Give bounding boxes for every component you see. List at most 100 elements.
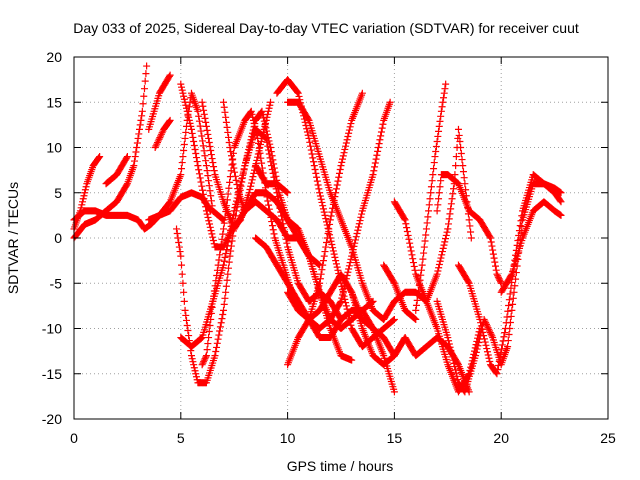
data-point <box>77 204 85 212</box>
data-point <box>243 152 251 160</box>
data-point <box>141 77 149 85</box>
data-point <box>199 142 207 150</box>
data-point <box>333 263 341 271</box>
data-point <box>79 195 87 203</box>
data-point <box>390 388 398 396</box>
series-arc-19 <box>284 98 394 332</box>
data-point <box>345 126 353 134</box>
data-point <box>96 153 104 161</box>
data-point <box>250 119 258 127</box>
data-point <box>228 156 236 164</box>
data-point <box>467 234 475 242</box>
data-point <box>133 139 141 147</box>
data-point <box>481 317 489 325</box>
data-point <box>222 113 230 121</box>
data-point <box>509 300 517 308</box>
data-point <box>428 177 436 185</box>
series-arc-20 <box>348 288 473 396</box>
data-point <box>179 279 187 287</box>
data-point <box>137 116 145 124</box>
data-point <box>431 153 439 161</box>
data-point <box>234 185 242 193</box>
data-point <box>254 134 262 142</box>
data-point <box>342 139 350 147</box>
data-point <box>369 171 377 179</box>
data-point <box>419 255 427 263</box>
data-point <box>202 203 210 211</box>
data-point <box>412 315 420 323</box>
data-point <box>239 168 247 176</box>
data-point <box>208 230 216 238</box>
data-point <box>357 213 365 221</box>
data-point <box>355 223 363 231</box>
data-point <box>322 243 330 251</box>
data-point <box>441 85 449 93</box>
data-point <box>442 80 450 88</box>
x-tick-label: 25 <box>600 430 616 446</box>
data-point <box>494 366 502 374</box>
data-point <box>180 297 188 305</box>
data-point <box>263 127 271 135</box>
data-point <box>430 165 438 173</box>
data-point <box>184 110 192 118</box>
data-point <box>336 276 344 284</box>
series-arc-10 <box>177 107 356 364</box>
data-point <box>203 167 211 175</box>
data-point <box>320 208 328 216</box>
data-point <box>452 369 460 377</box>
data-point <box>358 89 366 97</box>
data-point <box>370 167 378 175</box>
data-point <box>294 89 302 97</box>
data-point <box>221 108 229 116</box>
data-point <box>321 211 329 219</box>
data-point <box>435 122 443 130</box>
data-point <box>472 352 480 360</box>
data-point <box>202 118 210 126</box>
data-point <box>319 205 327 213</box>
data-point <box>239 171 247 179</box>
data-point <box>314 181 322 189</box>
data-point <box>405 235 413 243</box>
data-point <box>427 189 435 197</box>
data-point <box>481 338 489 346</box>
data-point <box>442 235 450 243</box>
data-point <box>123 153 131 161</box>
data-point <box>178 159 186 167</box>
data-point <box>438 251 446 259</box>
data-point <box>78 201 86 209</box>
data-point <box>330 197 338 205</box>
data-point <box>347 255 355 263</box>
data-point <box>152 142 160 150</box>
data-point <box>439 98 447 106</box>
data-point <box>268 218 276 226</box>
data-point <box>498 345 506 353</box>
data-point <box>183 107 191 115</box>
data-point <box>406 243 414 251</box>
data-point <box>489 246 497 254</box>
data-point <box>493 370 501 378</box>
data-point <box>200 358 208 366</box>
series-arc-9 <box>173 125 345 387</box>
data-point <box>249 129 257 137</box>
data-point <box>400 215 408 223</box>
data-point <box>338 158 346 166</box>
data-point <box>426 195 434 203</box>
x-tick-label: 10 <box>280 430 296 446</box>
data-point <box>132 148 140 156</box>
data-point <box>339 288 347 296</box>
data-point <box>466 222 474 230</box>
data-point <box>311 165 319 173</box>
data-point <box>483 348 491 356</box>
data-point <box>202 207 210 215</box>
data-point <box>190 137 198 145</box>
data-point <box>207 227 215 235</box>
data-point <box>492 266 500 274</box>
data-point <box>348 356 356 364</box>
data-point <box>226 230 234 238</box>
data-point <box>377 128 385 136</box>
data-point <box>255 144 263 152</box>
data-point <box>261 120 269 128</box>
data-point <box>254 139 262 147</box>
data-point <box>223 123 231 131</box>
data-point <box>251 122 259 130</box>
